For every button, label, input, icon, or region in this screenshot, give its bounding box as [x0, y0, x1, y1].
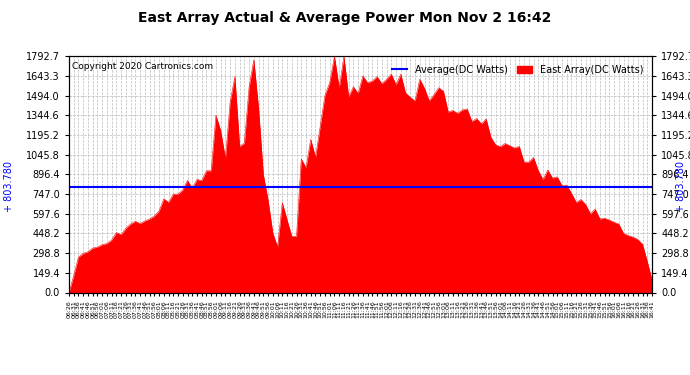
Text: + 803.780: + 803.780	[4, 161, 14, 212]
Text: Copyright 2020 Cartronics.com: Copyright 2020 Cartronics.com	[72, 62, 213, 71]
Text: East Array Actual & Average Power Mon Nov 2 16:42: East Array Actual & Average Power Mon No…	[138, 11, 552, 25]
Legend: Average(DC Watts), East Array(DC Watts): Average(DC Watts), East Array(DC Watts)	[388, 61, 647, 79]
Text: + 803.780: + 803.780	[676, 161, 686, 212]
